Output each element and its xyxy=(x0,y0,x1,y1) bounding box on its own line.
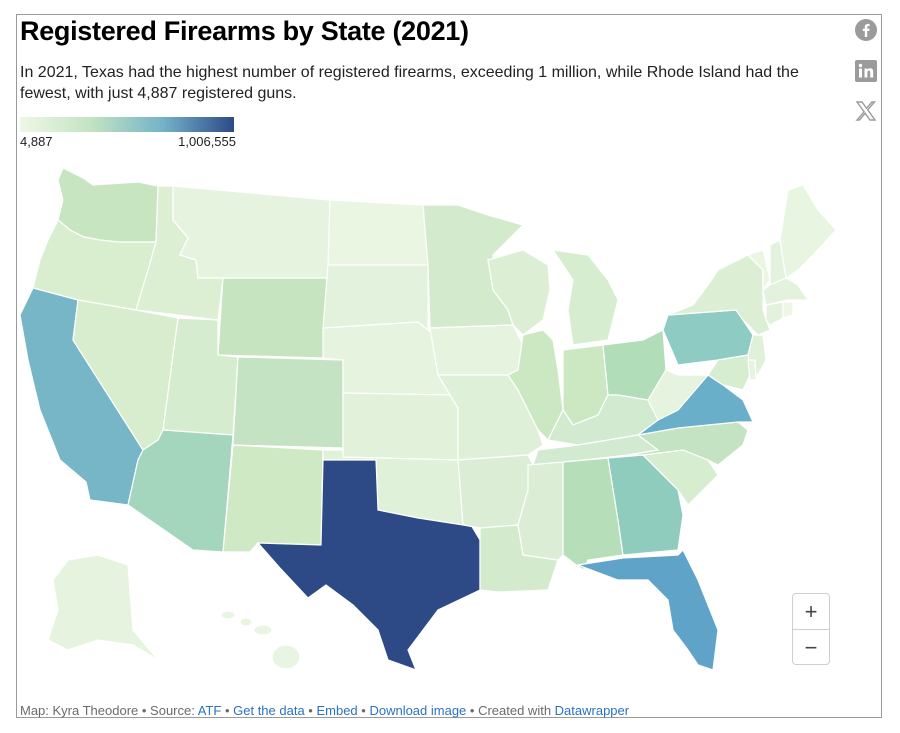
footer-created: • Created with xyxy=(466,703,555,718)
state-alaska xyxy=(47,554,159,661)
state-connecticut xyxy=(765,301,784,326)
footer: Map: Kyra Theodore • Source: ATF • Get t… xyxy=(20,703,629,718)
footer-sep: • xyxy=(357,703,370,718)
map-description: In 2021, Texas had the highest number of… xyxy=(20,64,799,102)
zoom-in-button[interactable]: + xyxy=(793,594,829,630)
state-rhode_island xyxy=(782,301,794,319)
legend-max-label: 1,006,555 xyxy=(178,134,236,149)
state-maine xyxy=(779,184,837,280)
state-south_dakota xyxy=(322,264,429,332)
x-icon[interactable] xyxy=(852,99,880,123)
get-data-link[interactable]: Get the data xyxy=(233,703,305,718)
chart-frame xyxy=(16,14,882,718)
map-title: Registered Firearms by State (2021) xyxy=(20,16,469,46)
datawrapper-link[interactable]: Datawrapper xyxy=(554,703,630,718)
state-wyoming xyxy=(217,277,329,359)
state-wisconsin xyxy=(487,249,551,336)
state-texas xyxy=(256,459,481,672)
state-arizona xyxy=(127,429,234,553)
state-north_dakota xyxy=(327,199,429,266)
embed-link[interactable]: Embed xyxy=(316,703,358,718)
footer-sep: • xyxy=(221,703,234,718)
zoom-control: + − xyxy=(792,593,830,665)
state-new_mexico xyxy=(222,444,324,553)
download-image-link[interactable]: Download image xyxy=(369,703,467,718)
state-hawaii xyxy=(220,610,301,670)
us-map xyxy=(18,160,848,695)
state-vermont xyxy=(746,249,771,292)
state-montana xyxy=(172,185,331,279)
zoom-out-button[interactable]: − xyxy=(804,634,818,660)
state-illinois xyxy=(507,329,564,442)
legend-gradient-bar xyxy=(20,117,234,132)
source-link[interactable]: ATF xyxy=(197,703,222,718)
state-colorado xyxy=(232,356,344,449)
footer-sep: • xyxy=(304,703,317,718)
state-kansas xyxy=(342,392,459,461)
state-iowa xyxy=(429,324,524,376)
linkedin-icon[interactable] xyxy=(852,59,880,83)
legend-min-label: 4,887 xyxy=(20,134,53,149)
facebook-icon[interactable] xyxy=(852,18,880,42)
state-michigan xyxy=(551,249,619,346)
color-legend: 4,887 1,006,555 xyxy=(20,117,236,149)
state-florida xyxy=(575,548,719,671)
state-delaware xyxy=(747,359,757,381)
footer-credit: Map: Kyra Theodore • Source: xyxy=(20,703,198,718)
